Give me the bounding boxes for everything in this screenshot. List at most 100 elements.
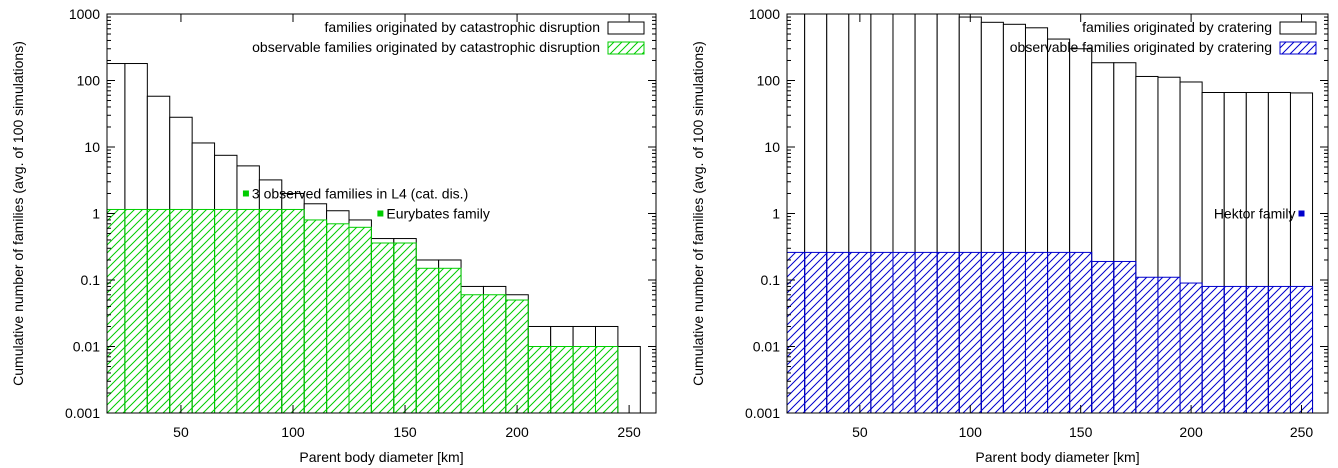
left-observable-bar-130	[348, 226, 372, 414]
left-observable-bar-180	[460, 294, 484, 414]
left-observable-bar-240	[594, 346, 619, 414]
left-observable-bar-210	[527, 346, 552, 414]
right-observable-bar-30	[804, 251, 828, 414]
left-y-ticks: 0.001 0.01 0.1 1 10 100 1000	[65, 6, 656, 421]
left-x-tick-label: 100	[281, 424, 305, 440]
left-annotation-marker-observed	[242, 190, 249, 197]
left-y-tick-label: 1	[92, 206, 100, 222]
left-x-tick-label: 250	[617, 424, 641, 440]
left-annotations: 3 observed families in L4 (cat. dis.) Eu…	[242, 185, 490, 222]
right-observable-bar-110	[980, 251, 1004, 414]
left-y-tick-label: 10	[84, 139, 100, 155]
right-x-tick-label: 250	[1290, 424, 1314, 440]
right-chart-panel: 0.001 0.01 0.1 1 10 100 1000 50 100 150 200 250 Pa…	[690, 6, 1329, 465]
left-annotation-marker-eurybates	[377, 210, 384, 217]
right-y-tick-label: 0.01	[753, 339, 780, 355]
right-observable-bars	[786, 251, 1314, 414]
left-observable-bar-160	[415, 267, 440, 414]
left-annotation-observed: 3 observed families in L4 (cat. dis.)	[252, 185, 468, 201]
right-observable-bar-60	[870, 251, 894, 414]
left-legend-entry-total: families originated by catastrophic disr…	[325, 19, 600, 35]
right-y-tick-label: 10	[764, 139, 780, 155]
right-annotation-hektor: Hektor family	[1214, 206, 1296, 222]
right-observable-bar-150	[1069, 251, 1093, 414]
right-x-tick-label: 200	[1179, 424, 1203, 440]
left-observable-bar-140	[370, 242, 395, 414]
right-annotation-marker-hektor	[1298, 210, 1305, 217]
left-x-tick-label: 50	[173, 424, 189, 440]
right-x-axis-label: Parent body diameter [km]	[975, 449, 1139, 465]
left-chart-panel: 0.001 0.01 0.1 1 10 100 1000 50 100 150 200 250 Pa…	[10, 6, 657, 465]
right-x-ticks: 50 100 150 200 250	[852, 14, 1313, 440]
left-legend: families originated by catastrophic disr…	[252, 19, 645, 55]
left-observable-bar-70	[214, 208, 238, 414]
left-x-axis-label: Parent body diameter [km]	[299, 449, 463, 465]
left-observable-bar-80	[236, 208, 260, 414]
right-y-tick-label: 1	[772, 206, 780, 222]
left-legend-swatch-total	[607, 21, 645, 35]
right-legend-entry-observable: observable families originated by crater…	[1010, 39, 1272, 55]
right-observable-bar-90	[936, 251, 960, 414]
left-observable-bar-100	[281, 208, 305, 414]
right-observable-bar-20	[786, 251, 806, 414]
left-y-tick-label: 0.001	[65, 405, 100, 421]
right-legend: families originated by cratering observa…	[1010, 19, 1317, 55]
right-y-tick-label: 1000	[749, 6, 780, 22]
right-legend-entry-total: families originated by cratering	[1082, 19, 1272, 35]
right-y-ticks: 0.001 0.01 0.1 1 10 100 1000	[745, 6, 1328, 421]
left-observable-bar-150	[393, 242, 417, 414]
left-observable-bar-220	[550, 346, 574, 414]
left-total-bar-250	[617, 346, 641, 414]
right-observable-bar-180	[1135, 276, 1159, 414]
right-observable-bar-240	[1267, 285, 1291, 414]
right-legend-swatch-observable	[1279, 41, 1317, 55]
right-y-tick-label: 100	[757, 73, 781, 89]
right-y-tick-label: 0.1	[761, 272, 781, 288]
right-observable-bar-160	[1091, 260, 1115, 414]
left-observable-bar-120	[326, 223, 350, 414]
right-observable-bar-40	[826, 251, 850, 414]
left-observable-bar-60	[191, 208, 216, 414]
left-observable-bar-40	[146, 208, 171, 414]
left-observable-bar-190	[482, 294, 507, 414]
left-annotation-eurybates: Eurybates family	[386, 206, 489, 222]
right-observable-bar-220	[1223, 285, 1247, 414]
left-observable-bar-170	[438, 267, 462, 414]
right-x-tick-label: 100	[959, 424, 983, 440]
right-observable-bar-50	[848, 251, 872, 414]
left-observable-bar-230	[572, 346, 596, 414]
right-observable-bar-100	[958, 251, 982, 414]
left-y-tick-label: 0.1	[81, 272, 101, 288]
right-observable-bar-250	[1289, 285, 1314, 414]
left-y-axis-label: Cumulative number of families (avg. of 1…	[10, 41, 26, 386]
right-legend-swatch-total	[1279, 21, 1317, 35]
right-y-tick-label: 0.001	[745, 405, 780, 421]
left-observable-bar-30	[124, 208, 148, 414]
left-y-tick-label: 0.01	[73, 339, 100, 355]
right-observable-bar-170	[1113, 260, 1137, 414]
left-legend-swatch-observable	[607, 41, 645, 55]
right-observable-bar-190	[1157, 276, 1181, 414]
left-observable-bar-200	[505, 299, 529, 414]
left-observable-bars	[106, 208, 619, 414]
left-legend-entry-observable: observable families originated by catast…	[252, 39, 600, 55]
left-x-ticks: 50 100 150 200 250	[173, 14, 641, 440]
right-observable-bar-80	[914, 251, 938, 414]
right-observable-bar-200	[1179, 282, 1203, 414]
right-observable-bar-210	[1201, 285, 1225, 414]
right-observable-bar-130	[1024, 251, 1049, 414]
right-y-axis-label: Cumulative number of families (avg. of 1…	[690, 41, 706, 386]
left-y-tick-label: 1000	[69, 6, 100, 22]
right-observable-bar-140	[1047, 251, 1071, 414]
right-observable-bar-230	[1245, 285, 1269, 414]
right-x-tick-label: 150	[1069, 424, 1093, 440]
right-observable-bar-120	[1002, 251, 1026, 414]
right-annotations: Hektor family	[1214, 206, 1305, 222]
left-y-tick-label: 100	[77, 73, 101, 89]
right-x-tick-label: 50	[852, 424, 868, 440]
left-observable-bar-90	[258, 208, 283, 414]
left-observable-bar-110	[303, 219, 328, 414]
left-x-tick-label: 150	[393, 424, 417, 440]
left-x-tick-label: 200	[505, 424, 529, 440]
